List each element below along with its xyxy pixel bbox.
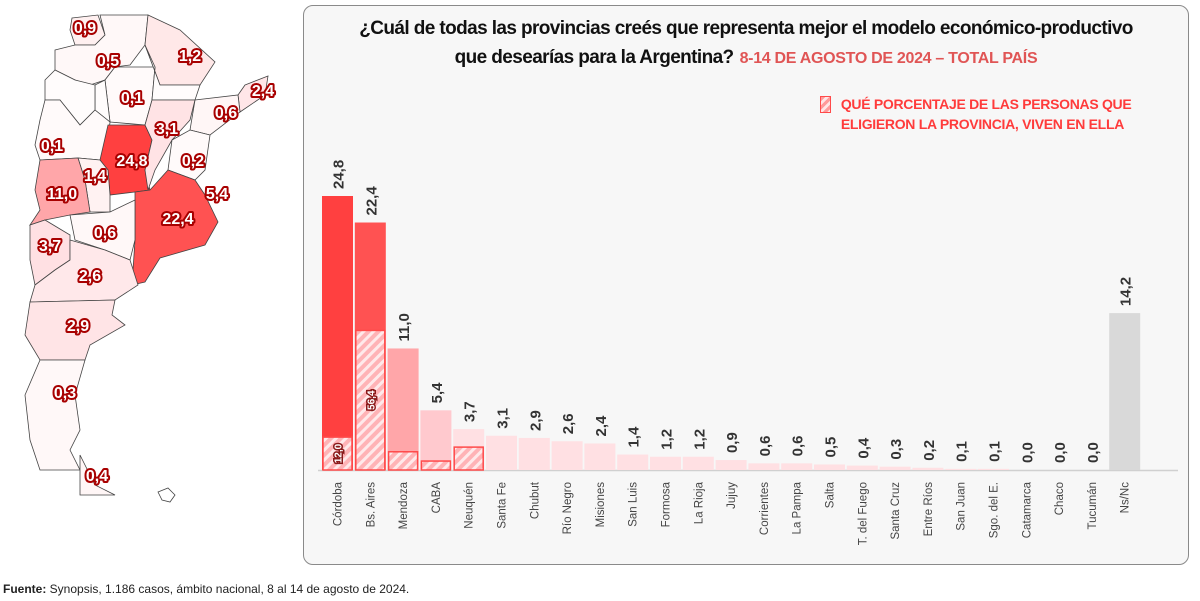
map-value-label: 2,6 [79,268,101,285]
legend-label: QUÉ PORCENTAJE DE LAS PERSONAS QUE ELIGI… [840,96,1132,132]
province-santa-cruz [24,359,86,471]
title-line-2: que desearías para la Argentina? [454,47,735,68]
map-value-label: 1,2 [179,48,201,65]
argentina-map: 0,90,5 1,2 2,4 0,1 0,6 3,1 0,1 24,8 0,2 1,4 5,4 11,… [24,14,276,503]
map-value-label: 2,4 [252,83,274,100]
map-value-label: 11,0 [47,186,77,203]
province-tierra-del-fuego [79,454,116,496]
map-value-label: 0,6 [94,225,116,242]
map-value-label: 5,4 [206,186,228,203]
map-value-label: 0,3 [54,385,76,402]
map-value-label: 0,4 [86,468,108,485]
map-value-label: 0,6 [215,105,237,122]
province-la-pampa [69,199,136,261]
title-line-1: ¿Cuál de todas las provincias creés que … [359,18,1133,39]
province-chubut [24,299,126,361]
map-value-label: 0,2 [182,153,204,170]
footer-text: Synopsis, 1.186 casos, ámbito nacional, … [46,582,410,596]
chart-title: ¿Cuál de todas las provincias creés que … [303,14,1189,73]
legend: QUÉ PORCENTAJE DE LAS PERSONAS QUE ELIGI… [820,94,1180,134]
map-value-label: 0,1 [121,90,143,107]
chart-subtitle: 8-14 DE AGOSTO DE 2024 – TOTAL PAÍS [739,50,1038,67]
map-value-label: 0,1 [41,138,63,155]
chart-panel [303,5,1189,565]
map-value-label: 22,4 [162,211,193,228]
map-value-label: 3,1 [156,121,178,138]
map-value-label: 0,9 [74,20,96,37]
map-value-label: 3,7 [39,238,61,255]
legend-hatched-swatch [820,96,831,113]
province-malvinas [157,487,176,503]
map-value-label: 24,8 [116,153,147,170]
province-santa-fe [144,99,196,191]
province-corrientes [189,94,241,136]
map-value-label: 0,5 [97,53,119,70]
province-mendoza [29,157,91,226]
province-misiones [237,75,269,113]
map-value-label: 1,4 [84,168,106,185]
map-value-label: 2,9 [67,318,89,335]
footer-label: Fuente: [3,582,47,596]
footer-source: Fuente: Synopsis, 1.186 casos, ámbito na… [3,582,409,596]
